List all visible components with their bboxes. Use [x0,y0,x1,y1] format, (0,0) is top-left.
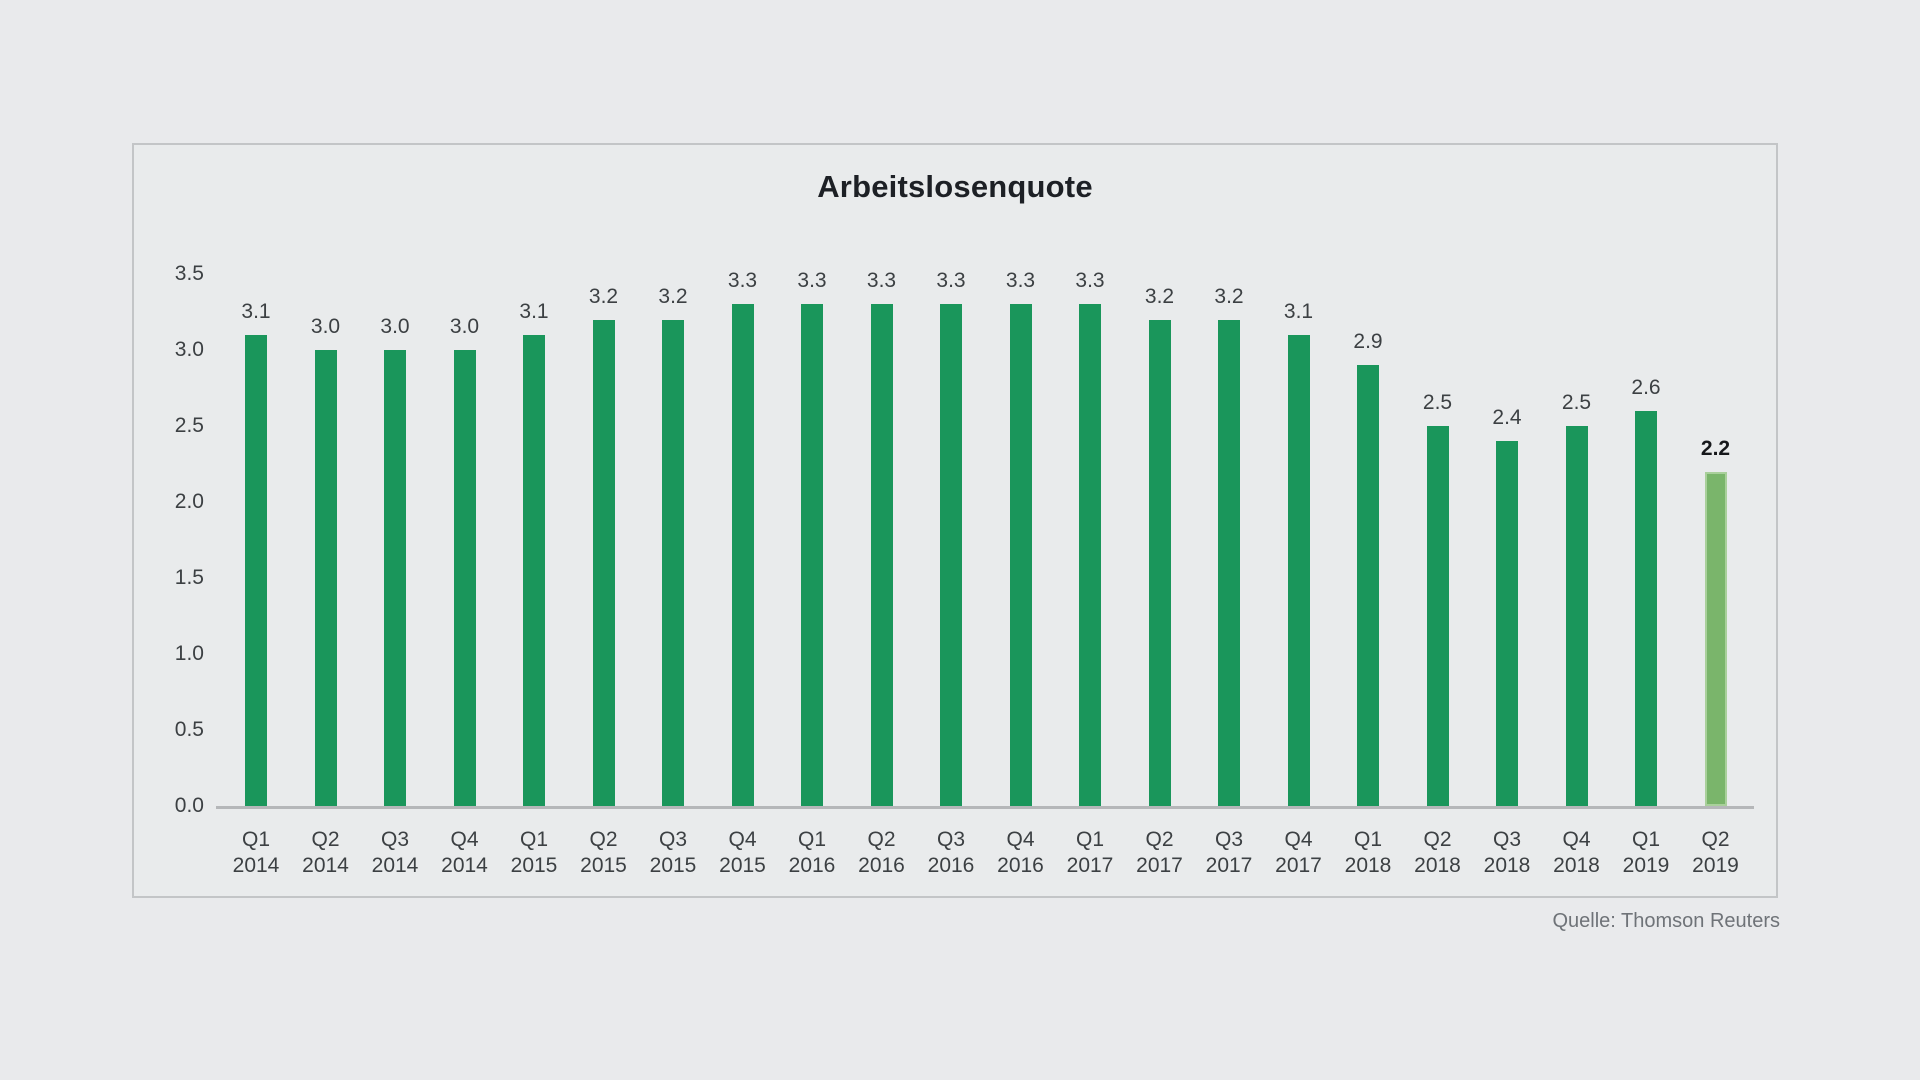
x-axis-tick-label: Q4 2017 [1275,828,1322,877]
x-axis-baseline [216,806,1754,809]
bar [662,320,684,806]
x-axis-tick-label: Q1 2015 [510,828,558,877]
bar [1496,441,1518,806]
bar [801,304,823,806]
chart-title: Arbeitslosenquote [817,169,1093,204]
bar [1635,411,1657,806]
x-axis-tick-label: Q2 2019 [1692,828,1739,877]
bar-highlighted [1704,472,1727,806]
bar [592,320,615,806]
bar-value-label: 3.3 [797,269,827,292]
bar [245,335,267,806]
y-axis-tick-label: 0.5 [174,718,204,741]
x-axis-tick-label: Q3 2014 [371,828,419,877]
bar [1148,320,1171,806]
source-note: Quelle: Thomson Reuters [1552,910,1780,932]
x-axis-tick-label: Q2 2018 [1414,828,1461,877]
bar-value-label: 3.0 [310,315,341,338]
bar-value-label: 2.6 [1631,376,1661,399]
x-axis-tick-label: Q1 2016 [788,828,836,877]
bar-value-label: 3.0 [380,315,410,338]
bar-value-label: 3.2 [1144,285,1175,308]
bar-value-label: 3.2 [658,285,688,308]
bar-value-label: 3.0 [449,315,480,338]
bar-value-label: 3.3 [1075,269,1105,292]
bar-value-label: 2.9 [1353,330,1383,353]
bar-value-label: 3.1 [1283,300,1314,323]
bar [940,304,962,806]
x-axis-tick-label: Q2 2016 [858,828,905,877]
bar-value-label: 2.5 [1561,391,1592,414]
bar-value-label: 2.4 [1492,406,1522,429]
bar [1426,426,1449,806]
y-axis-tick-label: 1.0 [174,642,204,665]
y-axis-tick-label: 0.0 [174,794,204,817]
x-axis-tick-label: Q3 2015 [649,828,697,877]
bar [384,350,406,806]
bar [1287,335,1310,806]
bar-value-label: 3.3 [727,269,758,292]
bar-value-label: 2.2 [1700,437,1731,460]
y-axis-tick-label: 2.0 [174,490,204,513]
x-axis-tick-label: Q2 2014 [302,828,349,877]
plot-area: 3.5 3.0 2.5 2.0 1.5 1.0 0.5 0.0 3.1 Q1 2014 3.0 Q2 … [134,145,1776,896]
bar [1009,304,1032,806]
bar-value-label: 3.2 [1214,285,1244,308]
bar [314,350,337,806]
x-axis-tick-label: Q3 2018 [1483,828,1531,877]
bar [1357,365,1379,806]
bar-value-label: 3.1 [519,300,549,323]
x-axis-tick-label: Q3 2016 [927,828,975,877]
x-axis-tick-label: Q1 2017 [1066,828,1114,877]
bar-value-label: 3.3 [936,269,966,292]
bar [523,335,545,806]
y-axis-tick-label: 2.5 [174,414,204,437]
x-axis-tick-label: Q4 2014 [441,828,488,877]
bar-value-label: 2.5 [1422,391,1453,414]
x-axis-tick-label: Q1 2018 [1344,828,1392,877]
y-axis-tick-label: 1.5 [174,566,204,589]
bar [1218,320,1240,806]
x-axis-tick-label: Q3 2017 [1205,828,1253,877]
x-axis-tick-label: Q4 2015 [719,828,766,877]
bar-value-label: 3.2 [588,285,619,308]
bar-value-label: 3.1 [241,300,271,323]
x-axis-tick-label: Q2 2015 [580,828,627,877]
x-axis-tick-label: Q4 2016 [997,828,1044,877]
bar-value-label: 3.3 [1005,269,1036,292]
x-axis-tick-label: Q4 2018 [1553,828,1600,877]
bar [1565,426,1588,806]
x-axis-tick-label: Q1 2014 [232,828,280,877]
bar [870,304,893,806]
x-axis-tick-label: Q2 2017 [1136,828,1183,877]
bar [1079,304,1101,806]
bar-value-label: 3.3 [866,269,897,292]
bar [731,304,754,806]
chart-panel: Arbeitslosenquote 3.5 3.0 2.5 2.0 1.5 1.0 0.5 0… [132,143,1778,898]
x-axis-tick-label: Q1 2019 [1622,828,1670,877]
y-axis-tick-label: 3.0 [174,338,204,361]
y-axis-tick-label: 3.5 [174,262,204,285]
bar [453,350,476,806]
